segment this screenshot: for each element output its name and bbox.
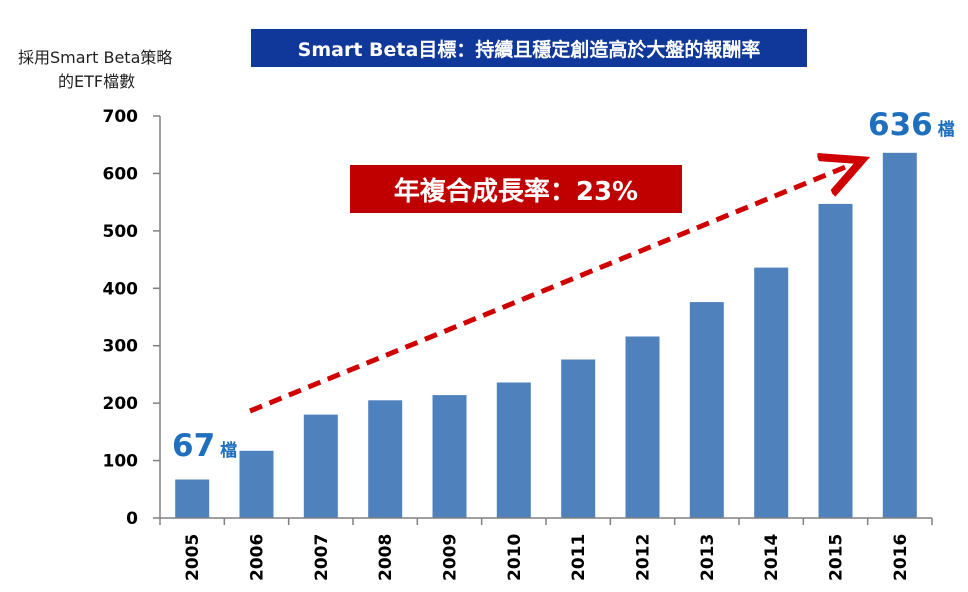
y-tick-label-600: 600 [103,164,139,184]
bar-2010 [496,382,531,518]
bar-2007 [303,414,338,518]
y-axis-label: 採用Smart Beta策略 的ETF檔數 [18,46,218,94]
bar-2005 [175,479,210,518]
x-tick-label-2013: 2013 [698,534,718,581]
ticks-layer: 0 100 200 300 400 500 600 700 2005 2006 2007 2008 20… [103,107,933,581]
y-axis-label-line1: 採用Smart Beta策略 [18,48,173,67]
x-tick-label-2006: 2006 [248,534,268,581]
bar-2011 [561,359,596,518]
end-value: 636 [868,107,933,143]
y-axis-label-line2: 的ETF檔數 [58,72,136,91]
bars-layer [175,152,917,519]
x-tick-label-2014: 2014 [762,534,782,581]
end-value-callout: 636 檔 [868,107,955,143]
y-tick-label-500: 500 [103,222,139,242]
y-tick-label-0: 0 [126,509,138,529]
bar-2006 [239,450,274,518]
end-unit: 檔 [937,120,955,140]
chart-title: Smart Beta目標：持續且穩定創造高於大盤的報酬率 [251,29,807,67]
x-tick-label-2010: 2010 [505,534,525,581]
y-tick-label-100: 100 [103,452,139,472]
start-value: 67 [172,428,216,464]
trend-arrow [249,166,848,414]
x-tick-label-2016: 2016 [891,534,911,581]
cagr-annotation: 年複合成長率：23% [350,165,682,213]
y-tick-label-300: 300 [103,337,139,357]
y-tick-label-700: 700 [103,107,139,127]
x-tick-label-2009: 2009 [441,534,461,581]
bar-2008 [368,400,403,518]
bar-2014 [754,267,789,518]
x-tick-label-2011: 2011 [569,534,589,581]
x-tick-label-2012: 2012 [634,534,654,581]
bar-2009 [432,395,467,518]
x-tick-label-2005: 2005 [183,534,203,581]
y-tick-label-400: 400 [103,279,139,299]
x-tick-label-2015: 2015 [827,534,847,581]
bar-2015 [818,203,853,518]
start-unit: 檔 [220,441,238,461]
x-tick-label-2008: 2008 [376,534,396,581]
y-tick-label-200: 200 [103,394,139,414]
bar-2012 [625,336,660,518]
bar-2016 [882,152,917,519]
bar-2013 [689,302,724,518]
x-tick-label-2007: 2007 [312,534,332,581]
start-value-callout: 67 檔 [172,428,237,464]
